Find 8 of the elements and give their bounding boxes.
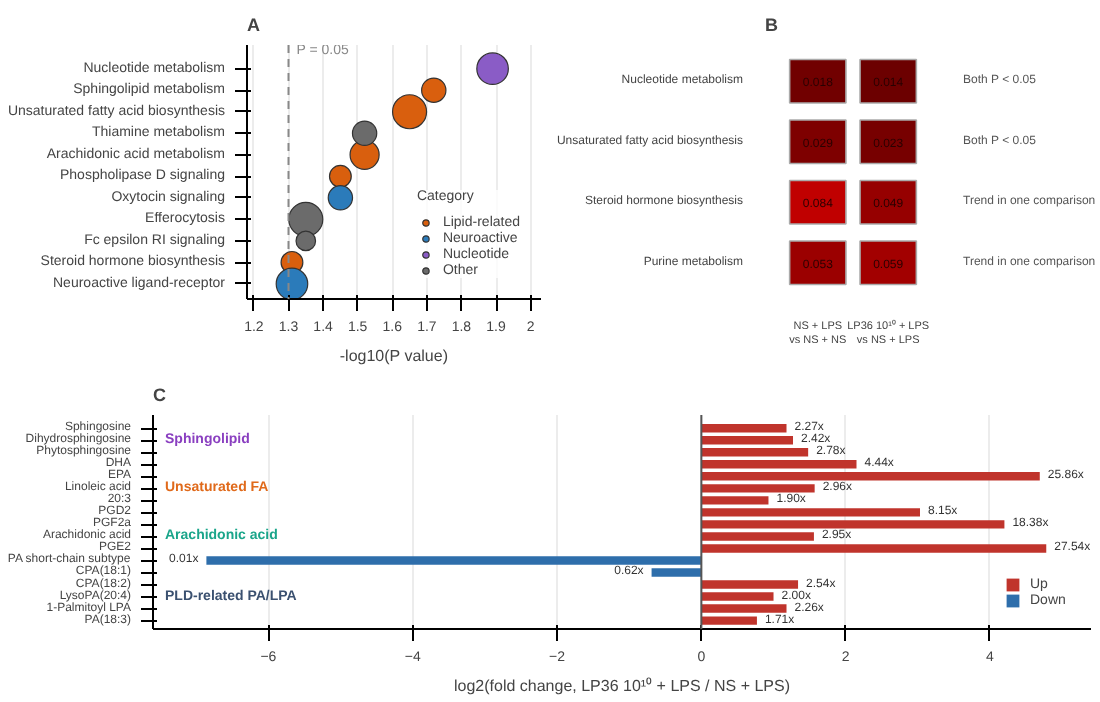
bar <box>701 436 793 445</box>
x-axis-title: -log10(P value) <box>339 347 449 365</box>
chart-title: A <box>247 15 261 35</box>
x-axis-title: log2(fold change, LP36 10¹⁰ + LPS / NS + LPS) <box>454 677 791 695</box>
chart-title: B <box>765 15 779 35</box>
chart-title: C <box>153 385 167 405</box>
bar <box>701 424 787 433</box>
bar <box>701 448 809 457</box>
